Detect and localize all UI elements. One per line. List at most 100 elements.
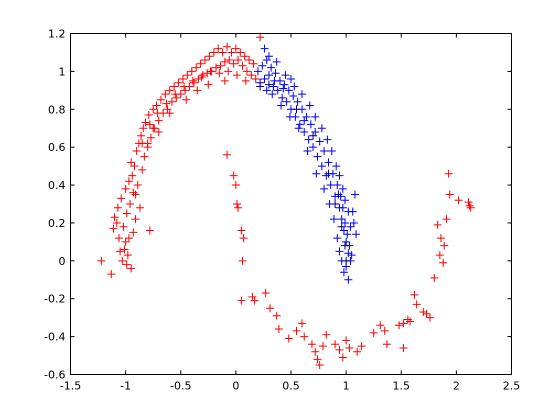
point-s0-65	[216, 61, 225, 70]
y-tick-label-1: -0.4	[44, 331, 65, 344]
point-s0-76	[240, 52, 249, 61]
point-s0-151	[410, 290, 419, 299]
point-s0-50	[183, 71, 192, 80]
point-s0-135	[322, 330, 331, 339]
point-s0-86	[124, 234, 133, 243]
point-s1-70	[341, 196, 350, 205]
point-s0-27	[138, 165, 147, 174]
point-s1-29	[317, 162, 326, 171]
point-s0-78	[245, 56, 254, 65]
point-s1-52	[350, 190, 359, 199]
point-s1-44	[343, 230, 352, 239]
y-tick-label-3: 0	[59, 255, 66, 268]
point-s0-79	[247, 71, 256, 80]
point-s1-19	[295, 120, 304, 129]
point-s1-30	[320, 146, 329, 155]
point-s0-75	[238, 61, 247, 70]
point-s1-6	[267, 63, 276, 72]
point-s0-88	[122, 260, 131, 269]
point-s1-43	[342, 237, 351, 246]
point-s0-91	[153, 109, 162, 118]
point-s0-82	[256, 33, 265, 42]
point-s0-154	[419, 307, 428, 316]
point-s0-9	[118, 256, 127, 265]
point-s1-18	[293, 97, 302, 106]
point-s0-48	[178, 74, 187, 83]
point-s0-107	[154, 128, 163, 137]
point-s0-110	[145, 226, 154, 235]
point-s0-40	[161, 90, 170, 99]
point-s2-6	[337, 222, 346, 231]
point-s0-74	[236, 48, 245, 57]
point-s0-56	[196, 59, 205, 68]
point-s0-66	[218, 48, 227, 57]
point-s1-56	[264, 52, 273, 61]
point-s1-66	[327, 146, 336, 155]
point-s1-42	[341, 218, 350, 227]
point-s1-81	[329, 215, 338, 224]
point-s1-68	[335, 171, 344, 180]
point-s0-72	[231, 44, 240, 53]
point-s1-5	[264, 71, 273, 80]
point-s2-7	[341, 241, 350, 250]
point-s0-106	[143, 139, 152, 148]
point-s0-131	[311, 347, 320, 356]
point-s1-9	[273, 86, 282, 95]
point-s0-54	[192, 63, 201, 72]
point-s1-58	[272, 57, 281, 66]
point-s0-64	[214, 44, 223, 53]
point-s0-97	[206, 67, 215, 76]
point-s0-147	[395, 321, 404, 330]
point-s0-10	[119, 222, 128, 231]
point-s0-127	[292, 326, 301, 335]
point-s0-87	[120, 245, 129, 254]
point-s0-159	[436, 234, 445, 243]
point-s0-163	[442, 215, 451, 224]
point-s1-54	[352, 230, 361, 239]
point-s0-112	[229, 171, 238, 180]
point-s1-48	[347, 251, 356, 260]
point-s1-82	[333, 234, 342, 243]
point-s0-15	[124, 177, 133, 186]
point-s0-38	[156, 95, 165, 104]
point-s0-69	[225, 56, 234, 65]
point-s1-40	[338, 203, 347, 212]
point-s0-53	[189, 78, 198, 87]
point-s1-64	[317, 124, 326, 133]
point-s0-5	[115, 234, 124, 243]
point-s1-24	[306, 120, 315, 129]
point-s0-60	[205, 52, 214, 61]
point-s0-14	[123, 251, 132, 260]
point-s0-108	[204, 80, 213, 89]
point-s0-145	[380, 326, 389, 335]
point-s0-160	[439, 258, 448, 267]
point-s0-16	[126, 200, 135, 208]
point-s0-30	[141, 118, 150, 127]
point-s0-43	[167, 97, 176, 106]
point-s2-9	[334, 190, 343, 199]
point-s0-167	[464, 198, 473, 207]
point-s1-8	[271, 69, 280, 78]
point-s0-101	[241, 76, 250, 85]
point-s1-77	[303, 146, 312, 155]
point-s0-140	[345, 343, 354, 352]
point-s0-67	[220, 57, 229, 66]
point-s0-36	[152, 101, 161, 110]
point-s0-55	[194, 74, 203, 83]
point-s0-95	[188, 76, 197, 85]
point-s1-2	[258, 61, 267, 70]
y-tick-label-9: 1.2	[48, 28, 66, 41]
point-s1-61	[298, 90, 307, 99]
point-s0-99	[224, 67, 233, 76]
point-s0-44	[170, 82, 179, 91]
point-s0-164	[445, 190, 454, 199]
point-s0-156	[425, 313, 434, 322]
point-s0-129	[300, 332, 309, 341]
point-s0-45	[172, 93, 181, 102]
point-s1-63	[311, 112, 320, 121]
point-s0-121	[250, 296, 259, 305]
point-s0-83	[127, 158, 136, 167]
point-s0-122	[261, 289, 270, 298]
point-s0-33	[146, 133, 155, 142]
point-s1-51	[344, 275, 353, 284]
